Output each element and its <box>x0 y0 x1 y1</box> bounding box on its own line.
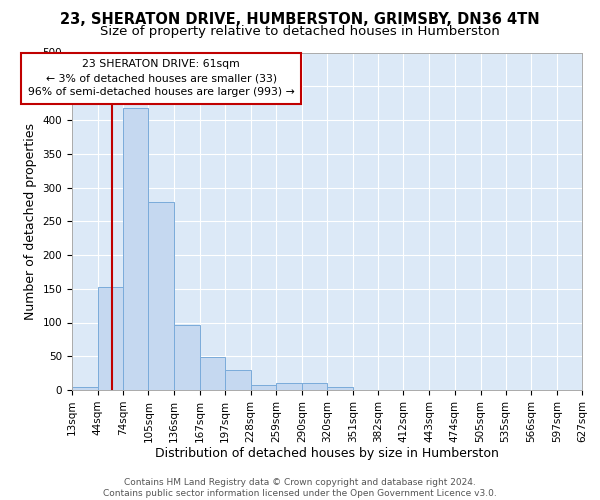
Bar <box>72 386 98 390</box>
Bar <box>327 386 353 390</box>
Bar <box>174 325 200 390</box>
Bar <box>225 370 251 390</box>
Text: Size of property relative to detached houses in Humberston: Size of property relative to detached ho… <box>100 25 500 38</box>
Bar <box>148 202 174 390</box>
Bar <box>251 386 277 390</box>
Text: 23 SHERATON DRIVE: 61sqm
← 3% of detached houses are smaller (33)
96% of semi-de: 23 SHERATON DRIVE: 61sqm ← 3% of detache… <box>28 59 295 97</box>
Y-axis label: Number of detached properties: Number of detached properties <box>24 122 37 320</box>
Bar <box>98 288 122 390</box>
X-axis label: Distribution of detached houses by size in Humberston: Distribution of detached houses by size … <box>155 448 499 460</box>
Bar <box>277 383 302 390</box>
Text: Contains HM Land Registry data © Crown copyright and database right 2024.
Contai: Contains HM Land Registry data © Crown c… <box>103 478 497 498</box>
Bar <box>302 383 327 390</box>
Text: 23, SHERATON DRIVE, HUMBERSTON, GRIMSBY, DN36 4TN: 23, SHERATON DRIVE, HUMBERSTON, GRIMSBY,… <box>60 12 540 28</box>
Bar <box>122 108 148 390</box>
Bar <box>200 357 225 390</box>
